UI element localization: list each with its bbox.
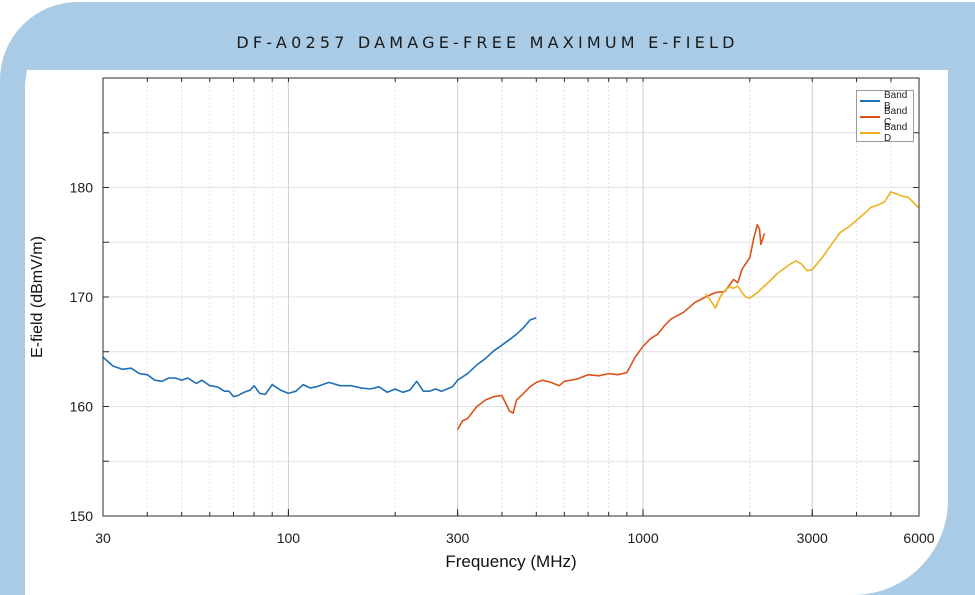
legend-swatch-band-d (860, 132, 880, 134)
y-tick-label: 160 (70, 399, 94, 415)
y-axis-label: E-field (dBmV/m) (29, 236, 46, 358)
legend-item-band-b: Band B (860, 90, 910, 112)
x-tick-label: 300 (446, 530, 470, 546)
x-axis-label: Frequency (MHz) (445, 552, 577, 571)
x-tick-label: 100 (277, 530, 301, 546)
series-line-band-b (102, 317, 537, 398)
legend-item-band-d: Band D (860, 122, 910, 144)
x-tick-label: 30 (95, 530, 111, 546)
x-tick-label: 1000 (627, 530, 658, 546)
axis-ticks (102, 77, 920, 517)
y-axis-label-wrap: E-field (dBmV/m) (27, 78, 49, 516)
legend: Band B Band C Band D (856, 90, 914, 144)
series-line-band-d (704, 191, 920, 309)
y-tick-label: 170 (70, 289, 94, 305)
chart-title: DF-A0257 DAMAGE-FREE MAXIMUM E-FIELD (236, 33, 739, 52)
x-tick-label: 6000 (903, 530, 934, 546)
x-tick-label: 3000 (797, 530, 828, 546)
legend-label-band-d: Band D (884, 122, 908, 144)
series-layer (102, 191, 920, 430)
legend-swatch-band-b (860, 100, 880, 102)
series-line-band-c (456, 223, 766, 430)
legend-label-band-c: Band C (884, 106, 908, 128)
tick-labels: 30 100 300 1000 3000 6000 150 160 170 180 (70, 180, 935, 547)
y-tick-label: 150 (70, 508, 94, 524)
legend-swatch-band-c (860, 116, 880, 118)
legend-label-band-b: Band B (884, 90, 908, 112)
legend-item-band-c: Band C (860, 106, 910, 128)
y-tick-label: 180 (70, 180, 94, 196)
